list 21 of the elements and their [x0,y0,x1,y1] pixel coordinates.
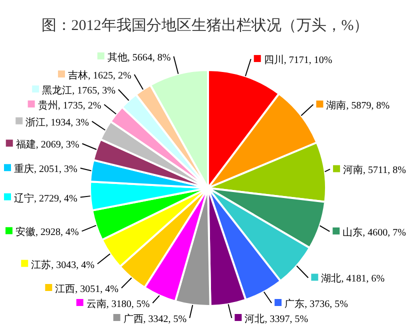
legend-label: 其他, 5664, 8% [107,51,171,64]
chart-title: 图：2012年我国分地区生猪出栏状况（万头，%） [41,17,369,34]
legend-label: 贵州, 1735, 2% [38,99,102,112]
legend-label: 黑龙江, 1765, 3% [42,84,116,96]
legend-label: 湖北, 4181, 6% [321,272,385,285]
legend-label: 湖南, 5879, 8% [326,100,390,112]
legend-label: 河南, 5711, 8% [343,164,406,176]
legend-label: 广东, 3736, 5% [284,298,348,310]
legend-label: 安徽, 2928, 4% [15,226,79,238]
legend-label: 吉林, 1625, 2% [68,69,132,82]
legend-label: 江西, 3051, 4% [55,283,118,295]
legend-label: 四川, 7171, 10% [264,54,332,66]
legend-label: 山东, 4600, 7% [342,226,406,238]
legend-label: 重庆, 2051, 3% [14,163,78,176]
legend-label: 广西, 3342, 5% [123,313,187,324]
legend-label: 福建, 2069, 3% [16,138,80,151]
legend-label: 辽宁, 2729, 4% [14,192,78,204]
legend-label: 江苏, 3043, 4% [31,258,94,271]
legend-label: 河北, 3397, 5% [244,313,308,324]
legend-label: 云南, 3180, 5% [86,298,150,310]
legend-label: 浙江, 1934, 3% [26,116,89,128]
